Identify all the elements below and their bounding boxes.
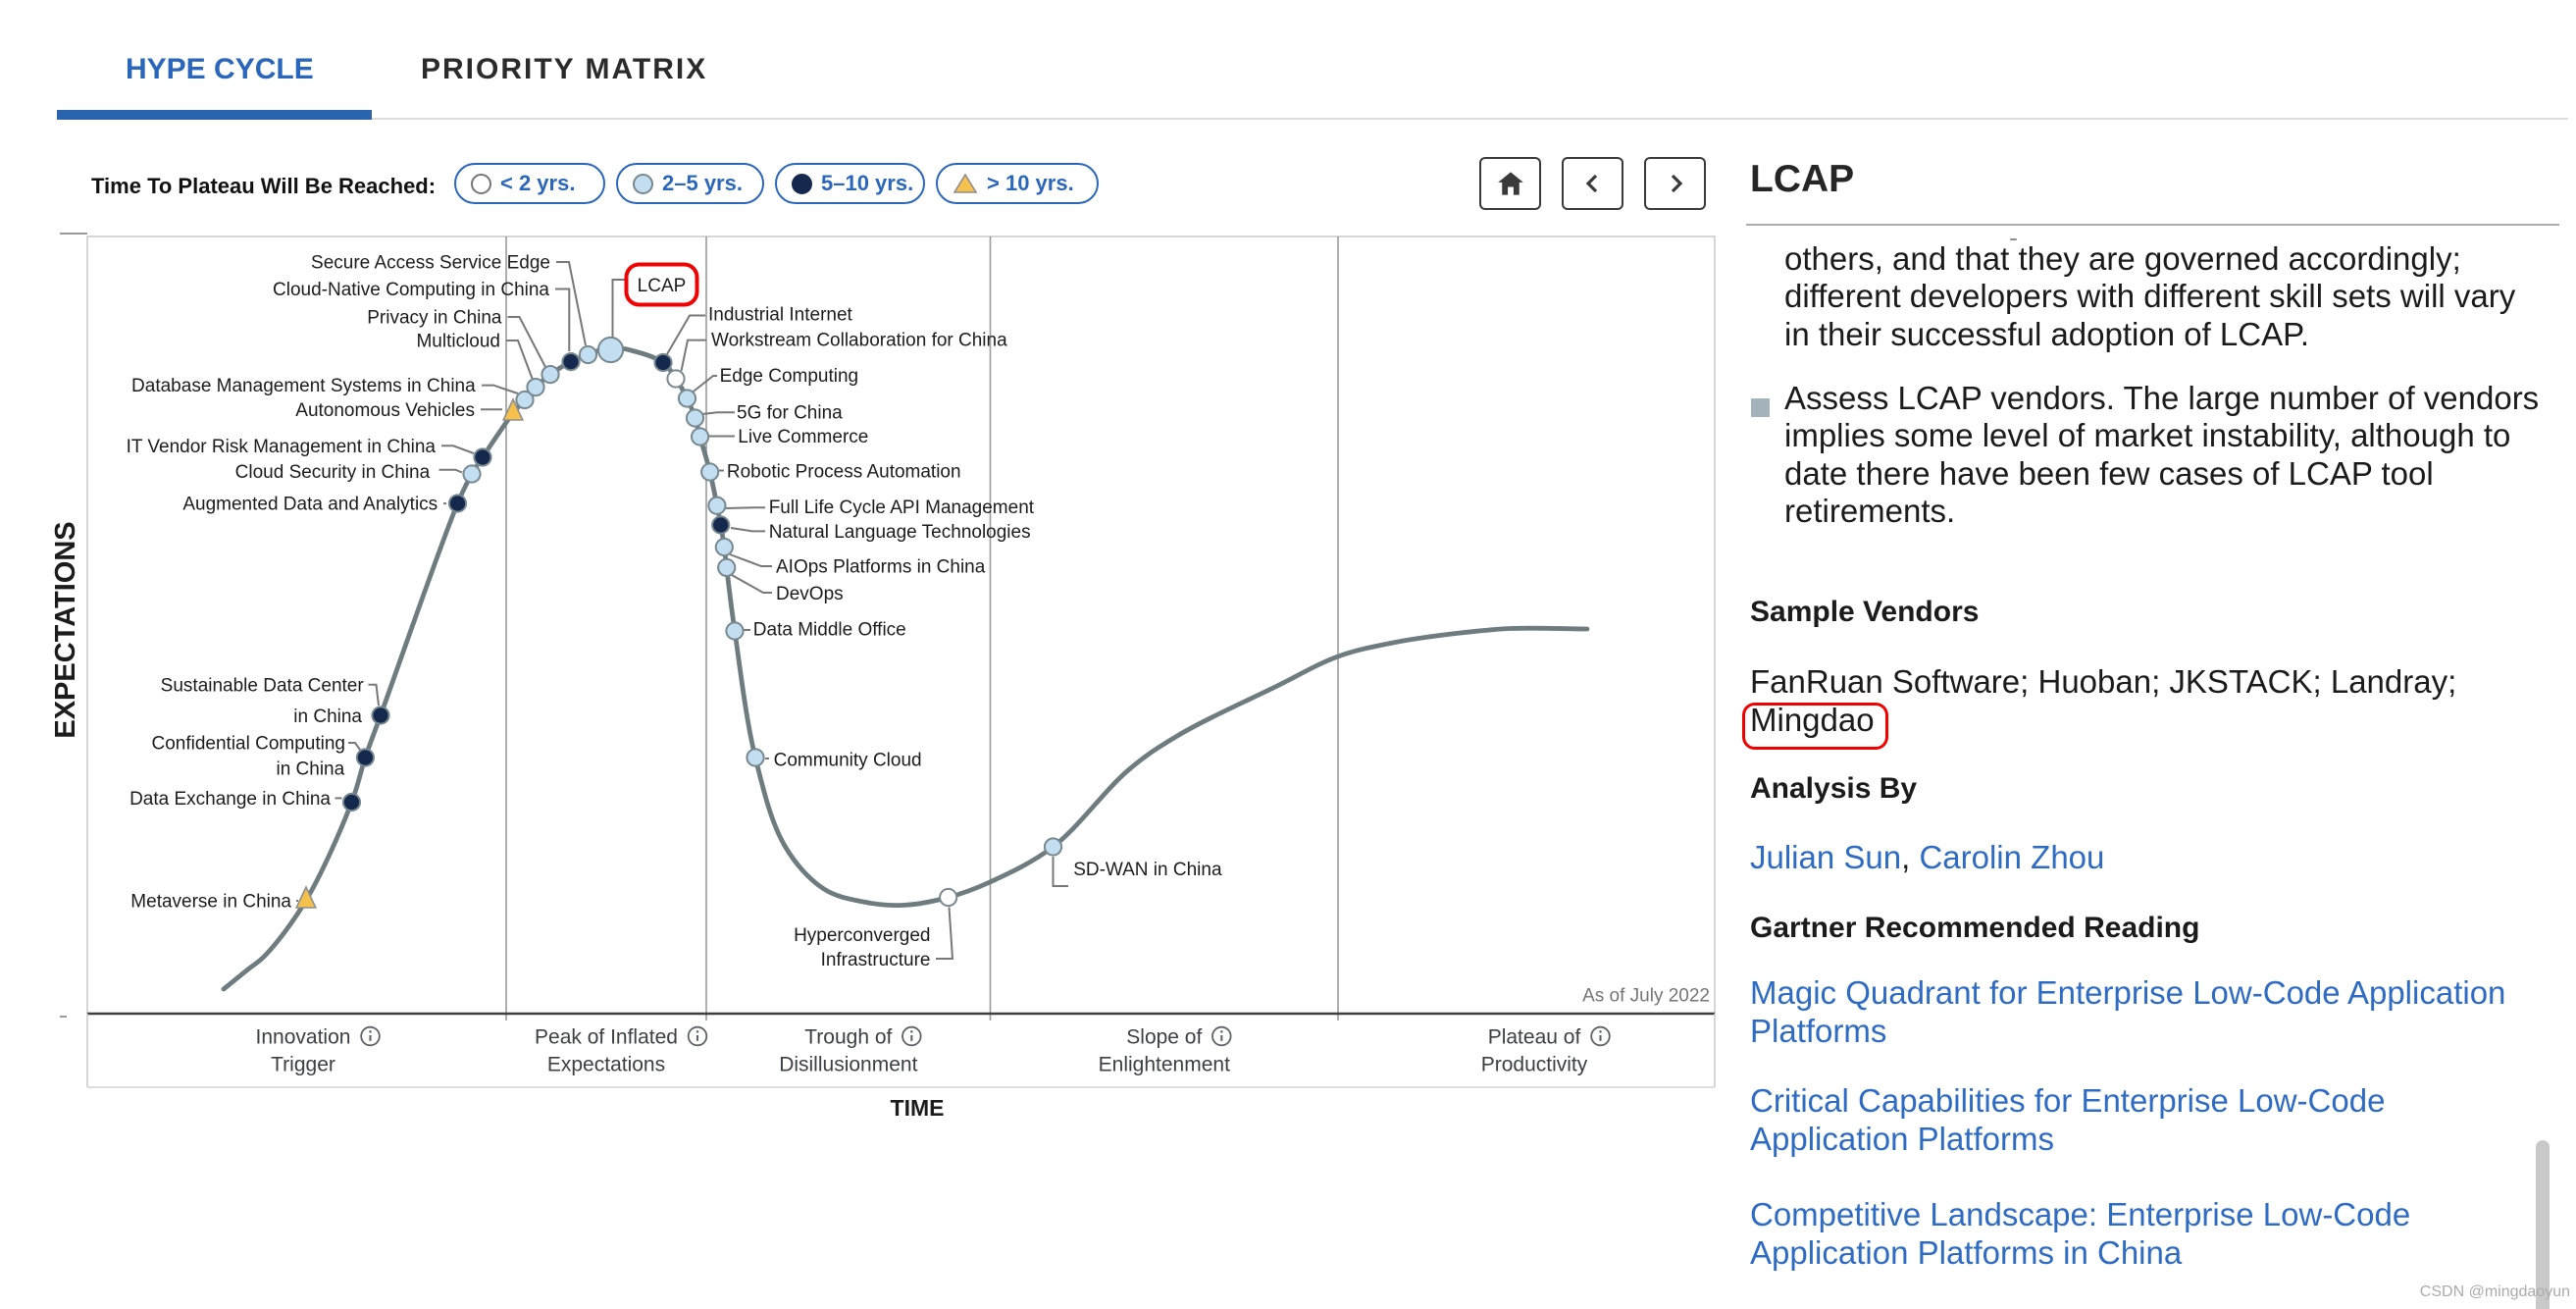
svg-text:Autonomous Vehicles: Autonomous Vehicles	[295, 400, 475, 421]
svg-text:Expectations: Expectations	[547, 1054, 665, 1076]
svg-text:Augmented Data and Analytics: Augmented Data and Analytics	[182, 495, 438, 515]
svg-text:IT Vendor Risk Management in C: IT Vendor Risk Management in China	[127, 437, 437, 457]
svg-text:DevOps: DevOps	[776, 584, 844, 604]
svg-text:Natural Language Technologies: Natural Language Technologies	[769, 522, 1031, 543]
svg-text:in China: in China	[293, 707, 362, 727]
svg-text:SD-WAN in China: SD-WAN in China	[1073, 860, 1222, 880]
svg-text:Hyperconverged: Hyperconverged	[794, 925, 930, 946]
svg-text:Multicloud: Multicloud	[416, 332, 500, 352]
svg-text:Robotic Process Automation: Robotic Process Automation	[727, 462, 961, 483]
svg-text:Full Life Cycle API Management: Full Life Cycle API Management	[769, 497, 1035, 518]
svg-text:Secure Access Service Edge: Secure Access Service Edge	[311, 253, 550, 274]
svg-text:Cloud-Native Computing in Chin: Cloud-Native Computing in China	[273, 280, 549, 300]
svg-text:Sustainable Data Center: Sustainable Data Center	[161, 675, 365, 696]
svg-text:in China: in China	[276, 759, 344, 780]
svg-text:As of July 2022: As of July 2022	[1582, 986, 1710, 1007]
svg-text:Trough of: Trough of	[804, 1026, 892, 1049]
svg-text:Data Middle Office: Data Middle Office	[753, 619, 906, 640]
svg-text:EXPECTATIONS: EXPECTATIONS	[50, 521, 81, 738]
svg-text:Edge Computing: Edge Computing	[720, 366, 859, 387]
svg-text:Confidential Computing: Confidential Computing	[151, 734, 345, 755]
svg-text:Community Cloud: Community Cloud	[774, 751, 922, 771]
svg-text:Database Management Systems in: Database Management Systems in China	[131, 376, 476, 396]
svg-text:Infrastructure: Infrastructure	[821, 950, 931, 970]
svg-text:Slope of: Slope of	[1126, 1026, 1202, 1049]
svg-text:Cloud Security in China: Cloud Security in China	[235, 462, 431, 483]
svg-text:Disillusionment: Disillusionment	[779, 1054, 917, 1076]
svg-text:TIME: TIME	[891, 1095, 945, 1121]
svg-text:Plateau of: Plateau of	[1488, 1026, 1581, 1049]
svg-text:Privacy in China: Privacy in China	[367, 308, 502, 329]
svg-text:Innovation: Innovation	[256, 1026, 351, 1049]
svg-text:Workstream Collaboration for C: Workstream Collaboration for China	[711, 331, 1007, 351]
svg-text:Productivity: Productivity	[1481, 1054, 1588, 1076]
svg-text:Data Exchange in China: Data Exchange in China	[129, 789, 331, 810]
svg-text:Enlightenment: Enlightenment	[1099, 1054, 1230, 1076]
svg-text:Metaverse in China: Metaverse in China	[130, 892, 291, 913]
svg-text:Live Commerce: Live Commerce	[738, 427, 868, 447]
svg-text:5G for China: 5G for China	[737, 403, 843, 424]
svg-text:Trigger: Trigger	[271, 1054, 335, 1076]
svg-text:LCAP: LCAP	[638, 276, 687, 296]
svg-text:AIOps Platforms in China: AIOps Platforms in China	[776, 557, 986, 578]
svg-text:Industrial Internet: Industrial Internet	[708, 305, 853, 326]
svg-text:Peak of Inflated: Peak of Inflated	[535, 1026, 678, 1049]
